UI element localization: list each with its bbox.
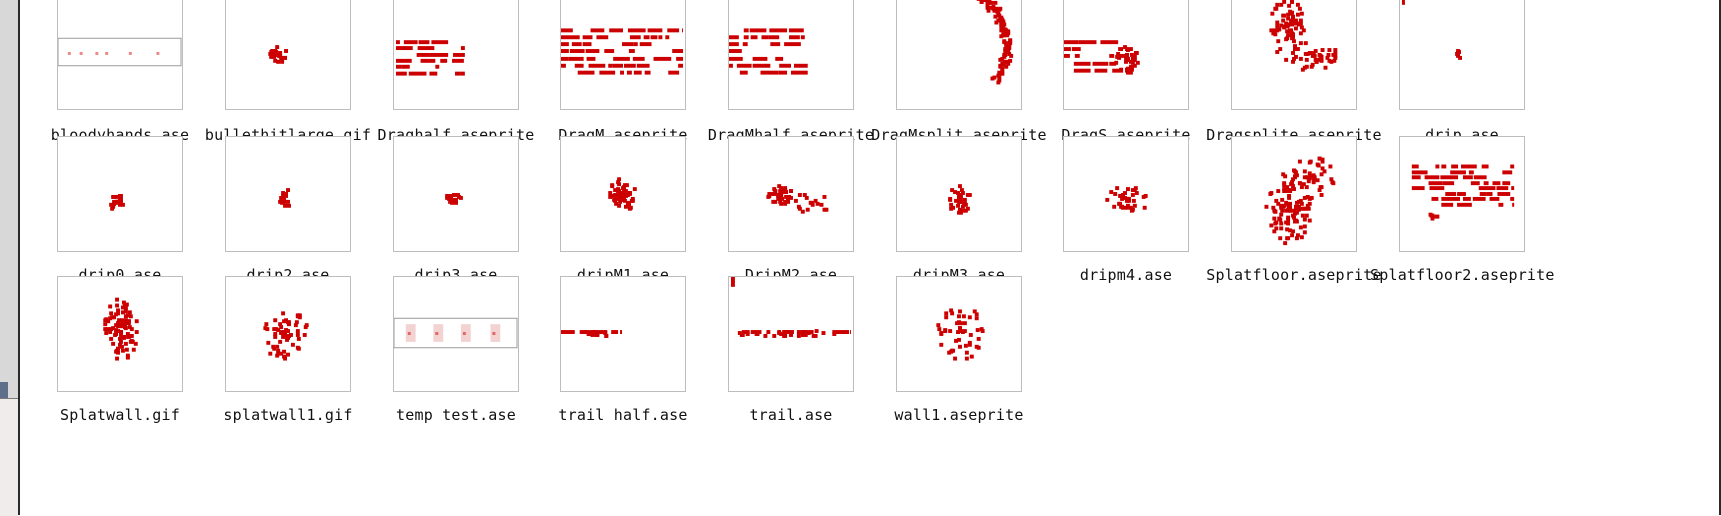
sprite-thumbnail-icon[interactable] <box>1399 136 1525 252</box>
sprite-thumbnail-icon[interactable] <box>57 276 183 392</box>
thumbnail-art <box>1064 40 1140 75</box>
file-item[interactable]: DripM2.ase <box>699 136 883 290</box>
thumbnail-art <box>445 193 463 205</box>
sprite-thumbnail-icon[interactable] <box>393 0 519 110</box>
file-name-label[interactable]: splatwall1.gif <box>223 406 353 424</box>
sprite-thumbnail-icon[interactable] <box>1231 0 1357 110</box>
sprite-thumbnail-icon[interactable] <box>57 136 183 252</box>
file-name-label[interactable]: Splatfloor2.aseprite <box>1370 266 1555 284</box>
thumbnail-art <box>766 184 829 214</box>
file-item[interactable]: splatwall1.gif <box>196 276 380 430</box>
file-item[interactable]: Splatfloor2.aseprite <box>1370 136 1555 290</box>
thumbnail-art <box>263 311 309 361</box>
thumbnail-art <box>278 188 291 208</box>
sprite-thumbnail-icon[interactable] <box>1399 0 1525 110</box>
file-item[interactable]: DragM.aseprite <box>531 0 715 150</box>
thumbnail-art <box>936 308 985 361</box>
file-item[interactable]: dripm4.ase <box>1034 136 1218 290</box>
frame-lower-panel <box>0 398 18 516</box>
sprite-thumbnail-icon[interactable] <box>896 0 1022 110</box>
sprite-thumbnail-icon[interactable] <box>225 276 351 392</box>
file-item[interactable]: drip.ase <box>1370 0 1554 150</box>
thumbnail-art <box>1264 156 1336 246</box>
thumbnail-art <box>1269 0 1338 72</box>
frame-notch <box>0 382 8 398</box>
thumbnail-art <box>58 37 182 67</box>
file-item[interactable]: Draghalf.aseprite <box>364 0 548 150</box>
file-item[interactable]: DragS.aseprite <box>1034 0 1218 150</box>
file-item[interactable]: bullethitlarge.gif <box>196 0 380 150</box>
file-item[interactable]: Splatwall.gif <box>28 276 212 430</box>
thumbnail-art <box>394 317 518 349</box>
thumbnail-art <box>103 297 139 361</box>
sprite-thumbnail-icon[interactable] <box>1063 0 1189 110</box>
sprite-thumbnail-icon[interactable] <box>225 136 351 252</box>
thumbnail-art <box>729 28 808 75</box>
sprite-thumbnail-icon[interactable] <box>560 0 686 110</box>
sprite-thumbnail-icon[interactable] <box>57 0 183 110</box>
file-name-label[interactable]: wall1.aseprite <box>894 406 1024 424</box>
thumbnail-art <box>948 184 972 215</box>
file-item[interactable]: DragMsplit.aseprite <box>867 0 1051 150</box>
sprite-thumbnail-icon[interactable] <box>728 276 854 392</box>
sprite-thumbnail-icon[interactable] <box>225 0 351 110</box>
file-item[interactable]: drip3.ase <box>364 136 548 290</box>
file-name-label[interactable]: Splatwall.gif <box>60 406 180 424</box>
sprite-thumbnail-icon[interactable] <box>896 276 1022 392</box>
thumbnail-art <box>1401 0 1462 60</box>
sprite-thumbnail-icon[interactable] <box>1063 136 1189 252</box>
thumbnail-art <box>268 45 288 64</box>
thumbnail-art <box>561 330 623 338</box>
thumbnail-art <box>561 28 684 75</box>
thumbnail-art <box>1105 186 1148 213</box>
file-item[interactable]: trail.ase <box>699 276 883 430</box>
sprite-thumbnail-icon[interactable] <box>393 276 519 392</box>
sprite-thumbnail-icon[interactable] <box>560 276 686 392</box>
thumbnail-art <box>976 0 1014 85</box>
file-item[interactable]: dripM3.ase <box>867 136 1051 290</box>
thumbnail-art <box>1411 164 1515 221</box>
sprite-thumbnail-icon[interactable] <box>560 136 686 252</box>
file-item[interactable]: wall1.aseprite <box>867 276 1051 430</box>
sprite-thumbnail-icon[interactable] <box>728 136 854 252</box>
thumbnail-art <box>608 177 637 211</box>
file-item[interactable]: drip0.ase <box>28 136 212 290</box>
sprite-thumbnail-icon[interactable] <box>728 0 854 110</box>
thumbnail-art <box>109 194 125 211</box>
file-item[interactable]: trail half.ase <box>531 276 715 430</box>
file-thumbnail-grid: bloodyhands.ase bullethitlarge.gif Draghal… <box>20 0 1719 515</box>
thumbnail-art <box>730 277 852 338</box>
file-name-label[interactable]: trail.ase <box>749 406 833 424</box>
left-window-frame <box>0 0 20 516</box>
file-name-label[interactable]: Splatfloor.aseprite <box>1206 266 1382 284</box>
file-item[interactable]: Splatfloor.aseprite <box>1202 136 1386 290</box>
file-name-label[interactable]: temp test.ase <box>396 406 516 424</box>
file-name-label[interactable]: trail half.ase <box>558 406 688 424</box>
sprite-thumbnail-icon[interactable] <box>393 136 519 252</box>
file-item[interactable]: DragMhalf.aseprite <box>699 0 883 150</box>
file-item[interactable]: dripM1.ase <box>531 136 715 290</box>
thumbnail-art <box>395 40 465 76</box>
file-item[interactable]: drip2.ase <box>196 136 380 290</box>
file-item[interactable]: bloodyhands.ase <box>28 0 212 150</box>
file-item[interactable]: temp test.ase <box>364 276 548 430</box>
right-window-frame <box>1719 0 1721 515</box>
sprite-thumbnail-icon[interactable] <box>896 136 1022 252</box>
sprite-thumbnail-icon[interactable] <box>1231 136 1357 252</box>
file-name-label[interactable]: dripm4.ase <box>1079 266 1173 284</box>
file-item[interactable]: Dragsplite.aseprite <box>1202 0 1386 150</box>
